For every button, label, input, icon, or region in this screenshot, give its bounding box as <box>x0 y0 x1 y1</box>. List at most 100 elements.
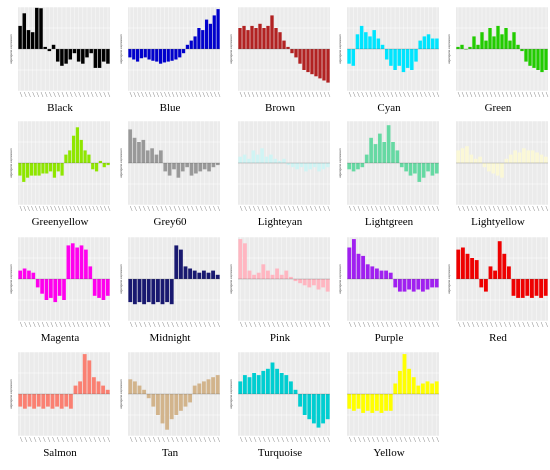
x-tick <box>390 321 393 328</box>
bar-pink-13 <box>293 279 298 282</box>
bar-yellow-8 <box>379 394 384 413</box>
bar-turquoise-7 <box>265 368 270 394</box>
chart-salmon: eigengene expression <box>9 351 110 443</box>
x-tick <box>405 205 409 212</box>
bar-lightyellow-5 <box>473 158 478 163</box>
x-tick <box>239 91 243 98</box>
x-tick <box>151 205 155 212</box>
x-tick <box>436 205 440 212</box>
panel-lighteyan: Lighteyan <box>228 119 332 231</box>
bar-pink-9 <box>275 268 280 279</box>
bar-grey60-7 <box>154 154 159 163</box>
x-tick <box>287 91 291 98</box>
bar-lightgreen-16 <box>413 163 417 174</box>
bar-pink-7 <box>265 270 270 279</box>
bar-yellow-6 <box>370 394 375 413</box>
bar-yellow-14 <box>407 368 412 394</box>
x-tick <box>194 436 197 443</box>
x-tick <box>171 91 175 98</box>
bar-yellow-7 <box>374 394 379 411</box>
x-tick <box>527 321 530 328</box>
x-tick <box>160 91 163 98</box>
chart-magenta: eigengene expression <box>9 236 111 328</box>
bar-black-17 <box>85 49 89 58</box>
x-tick <box>206 91 209 98</box>
bar-pink-2 <box>242 243 247 279</box>
x-tick <box>199 321 202 328</box>
x-tick <box>137 91 140 98</box>
x-tick <box>358 436 361 443</box>
x-tick <box>217 91 221 98</box>
bar-purple-6 <box>370 266 375 279</box>
x-tick <box>413 436 416 443</box>
x-tick <box>476 321 479 328</box>
x-tick <box>176 321 179 328</box>
module-caption: Pink <box>269 332 291 344</box>
y-axis-label: eigengene expression <box>119 264 123 294</box>
bar-purple-7 <box>374 268 379 279</box>
bar-purple-15 <box>411 279 416 292</box>
x-tick <box>76 321 80 328</box>
bar-lighteyan-5 <box>255 154 260 163</box>
x-tick <box>204 205 207 212</box>
x-tick <box>33 436 37 443</box>
x-tick <box>213 205 216 212</box>
x-tick <box>202 91 205 98</box>
bar-greenyellow-3 <box>25 163 30 178</box>
bar-pink-4 <box>252 274 257 279</box>
bar-grey60-18 <box>202 163 207 170</box>
bar-grey60-8 <box>159 150 163 163</box>
bar-blue-13 <box>174 49 178 60</box>
bar-cyan-20 <box>426 34 431 49</box>
bar-lightgreen-7 <box>373 144 378 163</box>
x-tick <box>185 321 188 328</box>
bar-yellow-1 <box>347 394 352 409</box>
x-tick <box>263 436 266 443</box>
x-tick <box>134 205 137 212</box>
x-tick <box>88 205 92 212</box>
bar-lightyellow-20 <box>539 154 544 163</box>
x-tick <box>309 321 312 328</box>
bar-salmon-1 <box>18 394 23 407</box>
x-tick <box>168 91 171 98</box>
bar-black-18 <box>89 49 93 54</box>
panel-turquoise: eigengene expression Turquoise <box>228 350 332 462</box>
bar-midnight-6 <box>151 279 156 305</box>
bar-greenyellow-2 <box>22 163 26 182</box>
bar-yellow-20 <box>434 381 439 394</box>
bar-blue-7 <box>151 49 155 61</box>
x-tick <box>423 205 426 212</box>
bar-black-3 <box>26 30 31 49</box>
bar-black-13 <box>68 49 73 60</box>
y-axis-label: eigengene expression <box>9 34 13 64</box>
bar-pink-5 <box>256 272 261 279</box>
bar-tan-7 <box>155 394 160 415</box>
x-tick <box>130 436 133 443</box>
bar-pink-15 <box>302 279 307 286</box>
x-tick <box>481 91 485 98</box>
panel-pink: eigengene expression Pink <box>228 235 332 347</box>
x-tick <box>139 436 142 443</box>
bar-pink-18 <box>316 279 321 290</box>
x-tick <box>309 436 312 443</box>
x-tick <box>348 205 352 212</box>
x-tick <box>24 91 27 98</box>
x-tick <box>178 205 181 212</box>
bar-red-18 <box>534 279 539 296</box>
bar-green-20 <box>532 49 536 68</box>
module-caption: Greenyellow <box>31 216 89 228</box>
x-tick <box>436 321 439 328</box>
x-tick <box>410 205 413 212</box>
x-tick <box>199 436 202 443</box>
module-caption: Green <box>484 102 512 114</box>
x-tick <box>249 321 252 328</box>
bar-tan-8 <box>160 394 165 424</box>
x-tick <box>189 321 193 328</box>
x-tick <box>129 205 133 212</box>
bar-brown-1 <box>238 28 242 49</box>
bar-green-23 <box>544 49 548 70</box>
bar-yellow-12 <box>397 370 402 394</box>
bar-brown-23 <box>326 49 330 83</box>
bar-magenta-11 <box>62 279 66 300</box>
x-tick <box>77 205 80 212</box>
